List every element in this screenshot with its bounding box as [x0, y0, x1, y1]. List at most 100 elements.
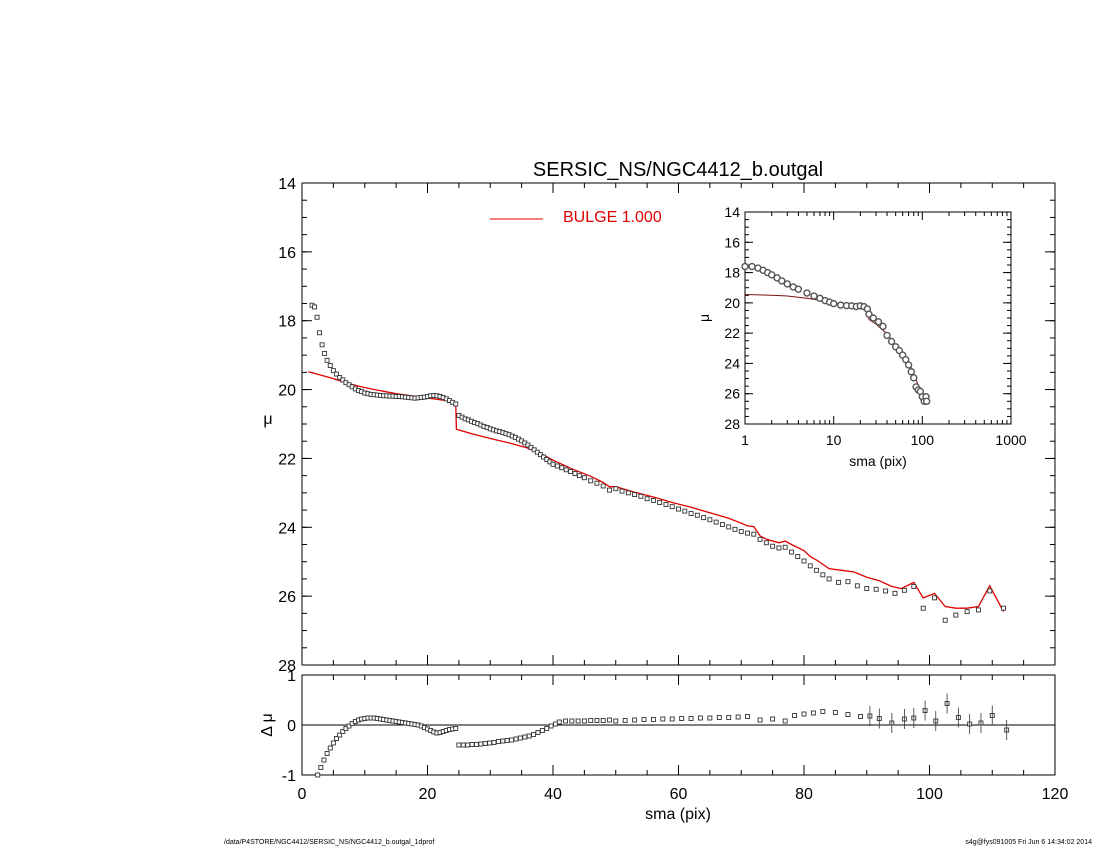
- main-data-point: [942, 617, 948, 623]
- main-data-point: [892, 590, 898, 596]
- residual-data-point: [473, 742, 479, 747]
- residual-data-point: [539, 728, 545, 733]
- footer-file-path: /data/P4STORE/NGC4412/SERSIC_NS/NGC4412_…: [224, 839, 435, 846]
- main-y-tick-label: 14: [278, 176, 296, 193]
- main-y-tick-label: 18: [278, 314, 296, 331]
- residual-data-point: [757, 717, 763, 723]
- inset-data-point: [794, 285, 803, 293]
- residual-data-point: [346, 723, 352, 729]
- residual-data-point: [650, 717, 656, 722]
- inset-data-point: [883, 331, 891, 340]
- main-y-tick-labels: 14 16 18 20 22 24 26 28: [278, 176, 296, 675]
- main-data-point: [327, 363, 333, 368]
- inset-x-axis-label: sma (pix): [849, 453, 907, 469]
- main-data-point: [845, 579, 851, 585]
- main-data-point: [814, 567, 819, 573]
- residual-data-point: [321, 757, 327, 763]
- main-data-point: [682, 508, 688, 514]
- residual-data-point: [487, 740, 493, 746]
- main-data-point: [319, 342, 325, 348]
- main-data-point: [576, 473, 582, 479]
- residual-data-point: [465, 742, 471, 748]
- main-data-point: [694, 512, 700, 518]
- main-data-point: [594, 480, 600, 486]
- chart-title: SERSIC_NS/NGC4412_b.outgal: [533, 159, 823, 181]
- residual-data-point: [792, 713, 798, 718]
- inset-plot-panel: 14 16 18 20 22 24 26 28 1 10 100 1000 sma (pix) μ: [696, 204, 1027, 469]
- main-data-point: [669, 504, 675, 510]
- residual-data-point: [669, 716, 675, 722]
- inset-data-point: [803, 289, 811, 297]
- main-data-point: [588, 478, 594, 484]
- inset-data-point: [783, 280, 792, 288]
- residual-data-point: [478, 741, 484, 747]
- inset-x-tick-label: 100: [911, 432, 935, 448]
- residual-data-point: [334, 736, 339, 741]
- main-data-point: [732, 526, 738, 532]
- inset-data-point: [874, 318, 883, 326]
- residual-y-axis-label: Δ μ: [259, 713, 276, 736]
- main-data-point: [795, 554, 801, 559]
- x-tick-label: 120: [1042, 786, 1069, 803]
- main-plot-panel: 14 16 18 20 22 24 26 28 SERSIC_NS/NGC4412_b.out…: [263, 159, 1056, 675]
- residual-data-point: [500, 738, 506, 744]
- residual-data-point: [337, 732, 343, 738]
- main-data-point: [975, 607, 981, 613]
- inset-x-tick-labels: 1 10 100 1000: [741, 432, 1027, 448]
- main-data-point: [901, 587, 907, 593]
- inset-y-tick-label: 28: [724, 416, 740, 432]
- main-data-point: [453, 401, 459, 407]
- residual-data-point: [482, 741, 488, 746]
- residual-data-point: [469, 742, 475, 747]
- main-y-tick-label: 20: [278, 383, 296, 400]
- main-data-point: [322, 350, 328, 356]
- main-data-point: [314, 314, 320, 320]
- residual-data-point: [563, 718, 568, 724]
- residual-data-point: [581, 718, 587, 724]
- main-data-point: [932, 595, 937, 601]
- inset-data-point: [907, 368, 915, 376]
- legend-label: BULGE 1.000: [563, 209, 662, 226]
- residual-y-tick-label: 1: [287, 668, 296, 685]
- inset-y-tick-label: 26: [724, 386, 740, 402]
- inset-data-point: [741, 262, 749, 271]
- main-y-tick-label: 22: [278, 451, 296, 468]
- inset-y-tick-label: 20: [724, 295, 740, 311]
- residual-data-point: [632, 717, 638, 723]
- residual-data-point: [801, 711, 807, 717]
- residual-data-point: [735, 714, 741, 720]
- inset-plot-frame: [744, 211, 1012, 425]
- inset-data-point: [767, 271, 776, 279]
- inset-data-point: [879, 322, 887, 331]
- residual-data-point: [460, 742, 466, 748]
- main-data-point: [826, 576, 832, 582]
- main-data-point: [782, 544, 788, 550]
- inset-y-axis-label: μ: [696, 314, 712, 322]
- residual-plot-panel: -101 0 20 40 60 80 100 120 sma (pix) Δ μ: [259, 668, 1068, 823]
- residual-data-point: [531, 732, 536, 737]
- main-axis-ticks: [301, 182, 1056, 666]
- main-data-point: [644, 496, 650, 502]
- main-data-point: [334, 371, 339, 377]
- residual-data-point: [600, 718, 606, 723]
- residual-data-point: [327, 745, 333, 751]
- main-data-point: [619, 488, 625, 494]
- main-data-point: [1001, 605, 1006, 611]
- main-data-point: [568, 469, 574, 474]
- main-data-point: [572, 471, 578, 477]
- inset-y-tick-labels: 14 16 18 20 22 24 26 28: [724, 204, 740, 432]
- main-data-point: [920, 605, 926, 611]
- residual-data-point: [707, 715, 713, 721]
- inset-data-point: [836, 301, 845, 309]
- main-data-point: [713, 519, 719, 525]
- main-data-points: [309, 302, 1006, 623]
- main-data-point: [550, 461, 556, 467]
- main-data-point: [563, 467, 569, 473]
- main-data-point: [312, 304, 317, 310]
- main-y-tick-label: 24: [278, 520, 296, 537]
- residual-data-point: [315, 772, 321, 778]
- residual-y-tick-labels: -1 0 1: [282, 668, 296, 785]
- main-data-point: [836, 579, 841, 585]
- main-data-point: [953, 612, 959, 618]
- main-data-point: [987, 588, 993, 594]
